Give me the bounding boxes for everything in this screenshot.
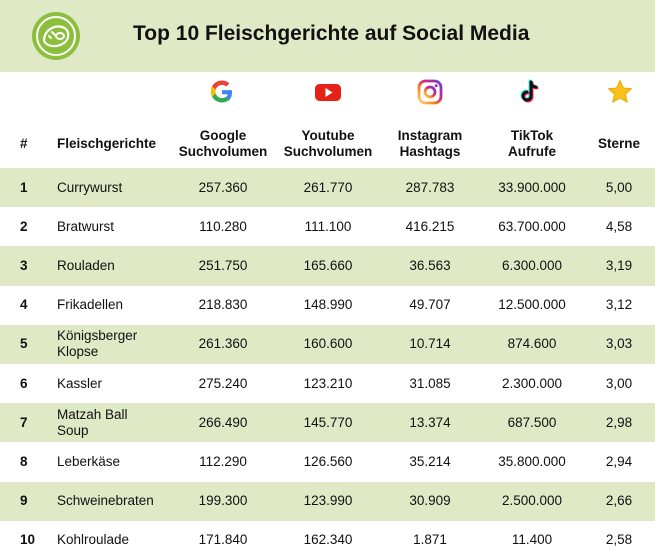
google-cell: 171.840 bbox=[198, 532, 248, 548]
column-header-google: Google Suchvolumen bbox=[178, 128, 268, 159]
instagram-cell: 35.214 bbox=[409, 453, 451, 469]
stars-cell: 2,98 bbox=[605, 414, 633, 430]
instagram-cell: 30.909 bbox=[409, 493, 451, 509]
tiktok-cell: 6.300.000 bbox=[501, 257, 563, 273]
rank-cell: 8 bbox=[20, 453, 28, 469]
rank-cell: 4 bbox=[20, 297, 28, 313]
youtube-icon bbox=[315, 84, 341, 101]
page-title: Top 10 Fleischgerichte auf Social Media bbox=[133, 22, 530, 45]
stars-cell: 3,19 bbox=[605, 257, 633, 273]
dish-cell: Matzah Ball Soup bbox=[57, 406, 128, 438]
google-cell: 110.280 bbox=[199, 218, 247, 234]
google-cell: 218.830 bbox=[198, 297, 248, 313]
instagram-cell: 287.783 bbox=[405, 179, 455, 195]
table-header: # Fleischgerichte Google Suchvolumen You… bbox=[0, 122, 655, 168]
stars-cell: 3,00 bbox=[605, 375, 633, 391]
rank-cell: 1 bbox=[20, 179, 28, 195]
stars-cell: 5,00 bbox=[605, 179, 633, 195]
google-cell: 257.360 bbox=[198, 179, 248, 195]
tiktok-cell: 63.700.000 bbox=[498, 218, 566, 234]
tiktok-cell: 687.500 bbox=[507, 414, 557, 430]
instagram-icon bbox=[417, 79, 443, 105]
table-row: 4 Frikadellen 218.830 148.990 49.707 12.… bbox=[0, 286, 655, 325]
dish-cell: Schweinebraten bbox=[57, 493, 154, 509]
google-cell: 266.490 bbox=[198, 414, 248, 430]
instagram-cell: 10.714 bbox=[409, 336, 451, 352]
youtube-cell: 165.660 bbox=[303, 257, 353, 273]
tiktok-cell: 2.500.000 bbox=[501, 493, 563, 509]
tiktok-icon bbox=[520, 79, 539, 103]
tiktok-cell: 33.900.000 bbox=[498, 179, 566, 195]
dish-cell: Leberkäse bbox=[57, 453, 121, 469]
column-header-stars: Sterne bbox=[597, 136, 641, 151]
instagram-cell: 36.563 bbox=[409, 257, 451, 273]
tiktok-cell: 11.400 bbox=[511, 532, 553, 548]
google-cell: 251.750 bbox=[198, 257, 248, 273]
rank-cell: 7 bbox=[20, 414, 28, 430]
stars-cell: 4,58 bbox=[605, 218, 633, 234]
rank-cell: 9 bbox=[20, 493, 28, 509]
rank-cell: 2 bbox=[20, 218, 28, 234]
tiktok-cell: 12.500.000 bbox=[498, 297, 566, 313]
stars-cell: 3,03 bbox=[605, 336, 633, 352]
google-cell: 275.240 bbox=[198, 375, 248, 391]
column-header-youtube: Youtube Suchvolumen bbox=[283, 128, 373, 159]
stars-cell: 2,94 bbox=[605, 453, 633, 469]
rank-cell: 5 bbox=[20, 336, 28, 352]
table-body: 1 Currywurst 257.360 261.770 287.783 33.… bbox=[0, 168, 655, 560]
google-cell: 199.300 bbox=[198, 493, 248, 509]
table-row: 3 Rouladen 251.750 165.660 36.563 6.300.… bbox=[0, 246, 655, 286]
rank-cell: 3 bbox=[20, 257, 28, 273]
tiktok-cell: 874.600 bbox=[507, 336, 557, 352]
youtube-cell: 126.560 bbox=[303, 453, 353, 469]
dish-cell: Frikadellen bbox=[57, 297, 124, 313]
youtube-cell: 148.990 bbox=[303, 297, 353, 313]
green-meat-logo-icon bbox=[32, 12, 80, 60]
table-row: 2 Bratwurst 110.280 111.100 416.215 63.7… bbox=[0, 207, 655, 246]
dish-cell: Kassler bbox=[57, 375, 103, 391]
star-icon bbox=[608, 80, 632, 103]
youtube-cell: 123.990 bbox=[303, 493, 353, 509]
table-row: 1 Currywurst 257.360 261.770 287.783 33.… bbox=[0, 168, 655, 208]
rank-cell: 6 bbox=[20, 375, 28, 391]
stars-cell: 2,58 bbox=[605, 532, 633, 548]
table-row: 6 Kassler 275.240 123.210 31.085 2.300.0… bbox=[0, 364, 655, 403]
table-row: 8 Leberkäse 112.290 126.560 35.214 35.80… bbox=[0, 442, 655, 481]
youtube-cell: 123.210 bbox=[303, 375, 353, 391]
dish-cell: Currywurst bbox=[57, 179, 123, 195]
column-header-dish: Fleischgerichte bbox=[57, 136, 157, 151]
table-row: 5 Königsberger Klopse 261.360 160.600 10… bbox=[0, 324, 655, 364]
rank-cell: 10 bbox=[20, 532, 36, 548]
dish-cell: Kohlroulade bbox=[57, 532, 130, 548]
dish-cell: Bratwurst bbox=[57, 218, 115, 234]
youtube-cell: 145.770 bbox=[303, 414, 353, 430]
google-cell: 261.360 bbox=[198, 336, 248, 352]
instagram-cell: 49.707 bbox=[409, 297, 451, 313]
table-row: 7 Matzah Ball Soup 266.490 145.770 13.37… bbox=[0, 403, 655, 443]
column-header-num: # bbox=[20, 136, 28, 151]
header-banner: Top 10 Fleischgerichte auf Social Media bbox=[0, 0, 655, 72]
instagram-cell: 416.215 bbox=[405, 218, 455, 234]
instagram-cell: 13.374 bbox=[409, 414, 451, 430]
youtube-cell: 160.600 bbox=[303, 336, 353, 352]
instagram-cell: 1.871 bbox=[413, 532, 447, 548]
column-header-instagram: Instagram Hashtags bbox=[397, 128, 463, 159]
stars-cell: 2,66 bbox=[605, 493, 633, 509]
youtube-cell: 162.340 bbox=[303, 532, 353, 548]
tiktok-cell: 2.300.000 bbox=[501, 375, 563, 391]
instagram-cell: 31.085 bbox=[409, 375, 451, 391]
youtube-cell: 261.770 bbox=[303, 179, 353, 195]
column-header-tiktok: TikTok Aufrufe bbox=[508, 128, 556, 159]
table-row: 9 Schweinebraten 199.300 123.990 30.909 … bbox=[0, 481, 655, 521]
stars-cell: 3,12 bbox=[605, 297, 633, 313]
platform-icons-row bbox=[0, 72, 655, 122]
dish-cell: Rouladen bbox=[57, 257, 115, 273]
google-icon bbox=[210, 80, 232, 103]
table-row: 10 Kohlroulade 171.840 162.340 1.871 11.… bbox=[0, 521, 655, 560]
youtube-cell: 111.100 bbox=[304, 218, 352, 234]
tiktok-cell: 35.800.000 bbox=[498, 453, 566, 469]
google-cell: 112.290 bbox=[199, 453, 247, 469]
dish-cell: Königsberger Klopse bbox=[57, 328, 138, 360]
